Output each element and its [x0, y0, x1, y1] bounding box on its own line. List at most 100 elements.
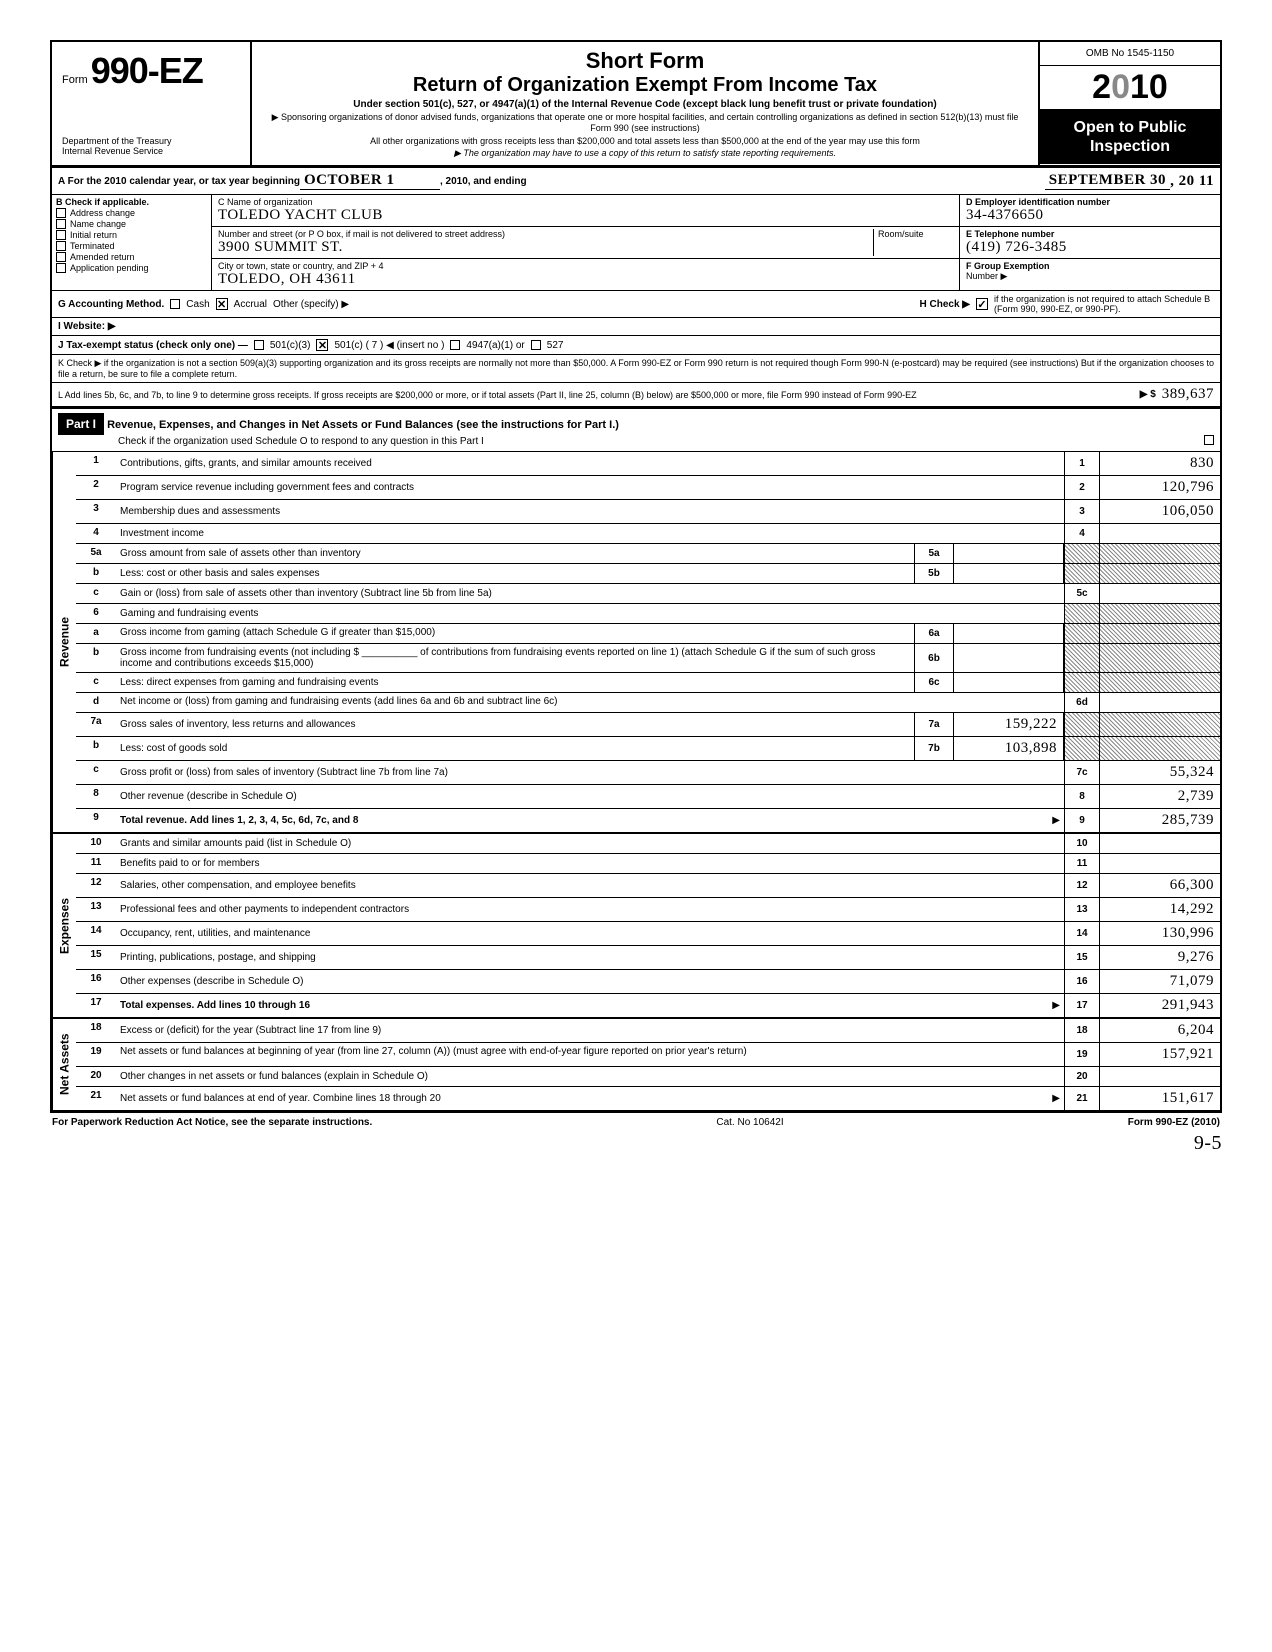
row-description: Other expenses (describe in Schedule O)	[116, 970, 1064, 993]
dept-line2: Internal Revenue Service	[62, 146, 240, 157]
note1: ▶ Sponsoring organizations of donor advi…	[262, 112, 1028, 134]
mid-value	[954, 644, 1064, 672]
chk-address[interactable]	[56, 208, 66, 218]
revenue-rows: 1Contributions, gifts, grants, and simil…	[76, 452, 1220, 832]
chk-527[interactable]	[531, 340, 541, 350]
end-shaded	[1064, 713, 1100, 736]
row-description: Less: direct expenses from gaming and fu…	[116, 673, 914, 692]
return-title: Return of Organization Exempt From Incom…	[262, 74, 1028, 97]
row-number: 6	[76, 604, 116, 623]
section-a-mid: , 2010, and ending	[440, 176, 527, 187]
chk-501c[interactable]: ✕	[316, 339, 328, 351]
end-line-number: 17	[1064, 994, 1100, 1017]
end-value: 130,996	[1100, 922, 1220, 945]
chk-amended[interactable]	[56, 252, 66, 262]
row-i: I Website: ▶	[50, 318, 1222, 336]
end-shaded-val	[1100, 644, 1220, 672]
row-description: Gross amount from sale of assets other t…	[116, 544, 914, 563]
chk-terminated[interactable]	[56, 241, 66, 251]
end-value: 55,324	[1100, 761, 1220, 784]
table-row: 2Program service revenue including gover…	[76, 476, 1220, 500]
f-label: F Group Exemption	[966, 261, 1214, 271]
end-value: 120,796	[1100, 476, 1220, 499]
dept-line1: Department of the Treasury	[62, 136, 240, 147]
table-row: 21Net assets or fund balances at end of …	[76, 1087, 1220, 1110]
row-number: 11	[76, 854, 116, 873]
table-row: 10Grants and similar amounts paid (list …	[76, 834, 1220, 854]
mid-line-number: 7a	[914, 713, 954, 736]
chk-schedule-o[interactable]	[1204, 435, 1214, 445]
k-text: K Check ▶ if the organization is not a s…	[58, 358, 1214, 379]
row-description: Membership dues and assessments	[116, 500, 1064, 523]
row-number: 15	[76, 946, 116, 969]
row-description: Less: cost or other basis and sales expe…	[116, 564, 914, 583]
col-b-checks: B Check if applicable. Address change Na…	[52, 195, 212, 290]
end-shaded	[1064, 544, 1100, 563]
expenses-section: Expenses 10Grants and similar amounts pa…	[50, 834, 1222, 1019]
end-value	[1100, 524, 1220, 543]
row-description: Gross profit or (loss) from sales of inv…	[116, 761, 1064, 784]
table-row: 4Investment income4	[76, 524, 1220, 544]
mid-line-number: 6a	[914, 624, 954, 643]
end-shaded	[1064, 564, 1100, 583]
section-a-row: A For the 2010 calendar year, or tax yea…	[50, 168, 1222, 195]
title-box: Short Form Return of Organization Exempt…	[252, 42, 1040, 165]
table-row: 3Membership dues and assessments3106,050	[76, 500, 1220, 524]
end-value	[1100, 854, 1220, 873]
chk-h[interactable]: ✓	[976, 298, 988, 310]
row-description: Benefits paid to or for members	[116, 854, 1064, 873]
j-label: J Tax-exempt status (check only one) —	[58, 340, 248, 351]
end-value: 830	[1100, 452, 1220, 475]
end-value: 66,300	[1100, 874, 1220, 897]
end-value: 151,617	[1100, 1087, 1220, 1110]
netassets-label: Net Assets	[52, 1019, 76, 1110]
short-form-title: Short Form	[262, 48, 1028, 74]
chk-pending[interactable]	[56, 263, 66, 273]
end-value: 6,204	[1100, 1019, 1220, 1042]
row-description: Professional fees and other payments to …	[116, 898, 1064, 921]
subtitle: Under section 501(c), 527, or 4947(a)(1)…	[262, 99, 1028, 110]
row-description: Other changes in net assets or fund bala…	[116, 1067, 1064, 1086]
chk-4947[interactable]	[450, 340, 460, 350]
chk-501c3[interactable]	[254, 340, 264, 350]
row-description: Program service revenue including govern…	[116, 476, 1064, 499]
mid-value: 103,898	[954, 737, 1064, 760]
mid-line-number: 5a	[914, 544, 954, 563]
footer-left: For Paperwork Reduction Act Notice, see …	[52, 1117, 372, 1128]
mid-value	[954, 544, 1064, 563]
end-value	[1100, 693, 1220, 712]
chk-initial[interactable]	[56, 230, 66, 240]
row-number: 7a	[76, 713, 116, 736]
row-number: 19	[76, 1043, 116, 1066]
chk-name[interactable]	[56, 219, 66, 229]
row-description: Occupancy, rent, utilities, and maintena…	[116, 922, 1064, 945]
table-row: 9Total revenue. Add lines 1, 2, 3, 4, 5c…	[76, 809, 1220, 832]
table-row: dNet income or (loss) from gaming and fu…	[76, 693, 1220, 713]
omb-number: OMB No 1545-1150	[1040, 42, 1220, 66]
table-row: 19Net assets or fund balances at beginni…	[76, 1043, 1220, 1067]
end-line-number: 7c	[1064, 761, 1100, 784]
row-description: Salaries, other compensation, and employ…	[116, 874, 1064, 897]
chk-cash[interactable]	[170, 299, 180, 309]
row-description: Net income or (loss) from gaming and fun…	[116, 693, 1064, 712]
row-number: b	[76, 564, 116, 583]
expense-rows: 10Grants and similar amounts paid (list …	[76, 834, 1220, 1017]
row-l: L Add lines 5b, 6c, and 7b, to line 9 to…	[50, 383, 1222, 409]
mid-value	[954, 624, 1064, 643]
end-value	[1100, 834, 1220, 853]
row-number: c	[76, 673, 116, 692]
period-end-year: , 20 11	[1170, 173, 1214, 190]
end-shaded	[1064, 604, 1100, 623]
row-description: Contributions, gifts, grants, and simila…	[116, 452, 1064, 475]
table-row: cGain or (loss) from sale of assets othe…	[76, 584, 1220, 604]
mid-value: 159,222	[954, 713, 1064, 736]
g-label: G Accounting Method.	[58, 299, 164, 310]
end-shaded-val	[1100, 713, 1220, 736]
row-number: 12	[76, 874, 116, 897]
d-label: D Employer identification number	[966, 197, 1214, 207]
chk-accrual[interactable]: ✕	[216, 298, 228, 310]
end-line-number: 6d	[1064, 693, 1100, 712]
row-number: 8	[76, 785, 116, 808]
table-row: 20Other changes in net assets or fund ba…	[76, 1067, 1220, 1087]
netassets-section: Net Assets 18Excess or (deficit) for the…	[50, 1019, 1222, 1113]
